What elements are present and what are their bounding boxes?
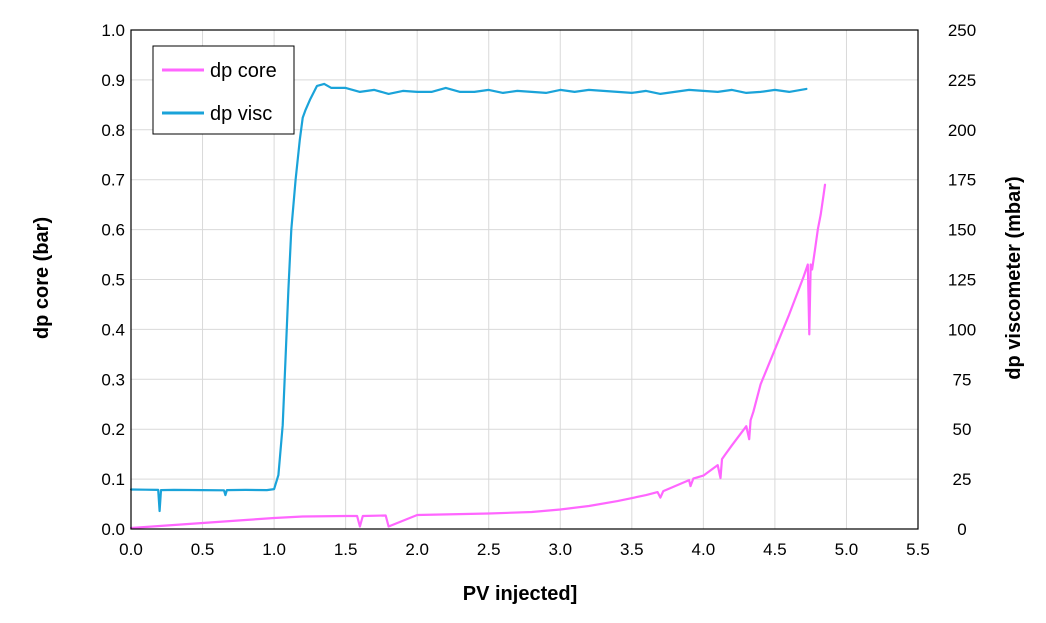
x-tick-label: 2.0 — [405, 540, 429, 559]
left-y-tick-label: 0.8 — [101, 121, 125, 140]
left-y-tick-label: 0.6 — [101, 221, 125, 240]
left-y-tick-label: 0.0 — [101, 520, 125, 539]
x-tick-label: 3.0 — [548, 540, 572, 559]
right-y-tick-label: 175 — [948, 171, 976, 190]
x-tick-labels: 0.0 0.5 1.0 1.5 2.0 2.5 3.0 3.5 4.0 4.5 5.0 5.5 — [119, 540, 930, 559]
left-y-tick-label: 0.1 — [101, 470, 125, 489]
legend: dp core dp visc — [152, 45, 295, 135]
legend-label-dp-visc: dp visc — [210, 103, 272, 125]
right-y-tick-label: 50 — [953, 420, 972, 439]
legend-label-dp-core: dp core — [210, 60, 277, 82]
legend-box — [152, 45, 295, 135]
x-tick-label: 0.5 — [191, 540, 215, 559]
right-y-tick-label: 250 — [948, 21, 976, 40]
right-y-tick-labels: 0 25 50 75 100 125 150 175 200 225 250 — [948, 21, 976, 539]
left-y-tick-label: 0.9 — [101, 71, 125, 90]
left-y-tick-label: 0.3 — [101, 370, 125, 389]
x-tick-label: 1.0 — [262, 540, 286, 559]
x-tick-label: 4.0 — [692, 540, 716, 559]
right-y-tick-label: 150 — [948, 221, 976, 240]
left-y-axis-title: dp core (bar) — [31, 217, 53, 339]
right-y-tick-label: 125 — [948, 271, 976, 290]
x-tick-label: 5.5 — [906, 540, 930, 559]
series-line-dp-core — [129, 183, 827, 530]
right-y-tick-label: 75 — [953, 370, 972, 389]
left-y-tick-labels: 0.0 0.1 0.2 0.3 0.4 0.5 0.6 0.7 0.8 0.9 1.0 — [101, 21, 125, 539]
x-tick-label: 0.0 — [119, 540, 143, 559]
right-y-tick-label: 25 — [953, 470, 972, 489]
x-axis-title: PV injected] — [463, 583, 577, 605]
right-y-tick-label: 225 — [948, 71, 976, 90]
right-y-tick-label: 100 — [948, 320, 976, 339]
x-tick-label: 5.0 — [835, 540, 859, 559]
left-y-tick-label: 0.7 — [101, 171, 125, 190]
x-tick-label: 4.5 — [763, 540, 787, 559]
plot-frame — [130, 29, 919, 530]
x-tick-label: 3.5 — [620, 540, 644, 559]
right-y-axis-title: dp viscometer (mbar) — [1003, 176, 1025, 379]
left-y-tick-label: 1.0 — [101, 21, 125, 40]
series-lines — [129, 82, 827, 530]
x-tick-label: 2.5 — [477, 540, 501, 559]
left-y-tick-label: 0.4 — [101, 320, 125, 339]
right-y-tick-label: 0 — [957, 520, 966, 539]
series-line-dp-visc — [129, 82, 808, 513]
left-y-tick-label: 0.2 — [101, 420, 125, 439]
right-y-tick-label: 200 — [948, 121, 976, 140]
x-tick-label: 1.5 — [334, 540, 358, 559]
left-y-tick-label: 0.5 — [101, 271, 125, 290]
